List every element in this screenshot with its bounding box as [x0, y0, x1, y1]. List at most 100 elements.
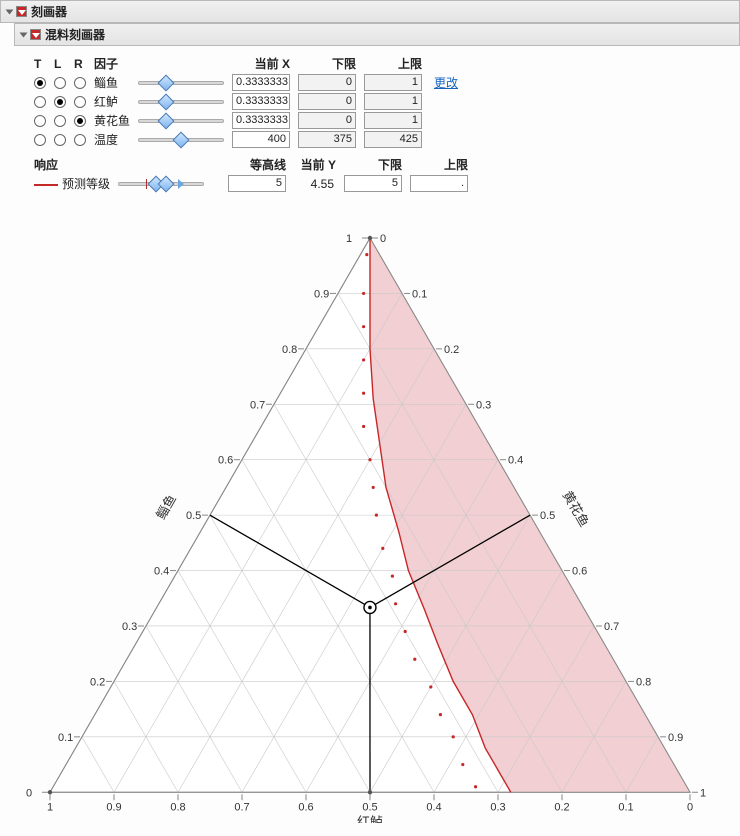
svg-text:0.9: 0.9 — [668, 732, 683, 744]
radio[interactable] — [54, 96, 66, 108]
factor-slider[interactable] — [138, 95, 224, 109]
radio[interactable] — [54, 77, 66, 89]
outer-panel-header: 刻画器 — [0, 0, 740, 23]
inner-panel-header: 混料刻画器 — [14, 23, 740, 46]
svg-text:0.3: 0.3 — [476, 399, 491, 411]
svg-text:0.6: 0.6 — [218, 455, 233, 467]
col-lo2: 下限 — [340, 155, 406, 174]
factor-curx[interactable]: 0.3333333 — [232, 74, 290, 91]
factor-label: 温度 — [90, 130, 134, 149]
radio[interactable] — [54, 115, 66, 127]
col-t: T — [30, 54, 50, 73]
svg-text:鲻鱼: 鲻鱼 — [153, 492, 179, 522]
col-response: 响应 — [30, 155, 114, 174]
response-table: 响应 等高线 当前 Y 下限 上限 预测等级 5 4.55 5 — [30, 155, 472, 193]
svg-text:0.3: 0.3 — [490, 801, 505, 813]
svg-text:0.5: 0.5 — [186, 510, 201, 522]
col-contour: 等高线 — [224, 155, 290, 174]
svg-text:0.4: 0.4 — [154, 566, 169, 578]
factor-hi: 425 — [364, 131, 422, 148]
response-color-swatch — [34, 184, 58, 186]
col-curx: 当前 X — [228, 54, 294, 73]
svg-text:0.7: 0.7 — [604, 621, 619, 633]
svg-text:0.1: 0.1 — [412, 288, 427, 300]
radio[interactable] — [74, 96, 86, 108]
svg-text:黄花鱼: 黄花鱼 — [560, 488, 592, 529]
radio[interactable] — [74, 115, 86, 127]
radio[interactable] — [34, 77, 46, 89]
svg-text:0.2: 0.2 — [90, 676, 105, 688]
factor-lo: 375 — [298, 131, 356, 148]
radio[interactable] — [54, 134, 66, 146]
svg-text:0.2: 0.2 — [444, 344, 459, 356]
factor-label: 黄花鱼 — [90, 111, 134, 130]
response-row: 预测等级 5 4.55 5 . — [30, 174, 472, 193]
svg-text:0.1: 0.1 — [618, 801, 633, 813]
factor-slider[interactable] — [138, 76, 224, 90]
col-cury: 当前 Y — [290, 155, 340, 174]
ternary-chart[interactable]: 00.10.20.30.40.50.60.70.80.9100.10.20.30… — [0, 197, 740, 836]
svg-text:0: 0 — [687, 801, 693, 813]
factor-curx[interactable]: 0.3333333 — [232, 112, 290, 129]
svg-text:0.9: 0.9 — [106, 801, 121, 813]
svg-text:0.5: 0.5 — [540, 510, 555, 522]
svg-text:0.9: 0.9 — [314, 288, 329, 300]
svg-text:0.8: 0.8 — [170, 801, 185, 813]
radio[interactable] — [74, 134, 86, 146]
svg-text:0.8: 0.8 — [282, 344, 297, 356]
svg-text:0.3: 0.3 — [122, 621, 137, 633]
controls-area: T L R 因子 当前 X 下限 上限 鲻鱼0.333333301更改红鲈0.3… — [0, 46, 740, 197]
factor-lo: 0 — [298, 93, 356, 110]
factor-label: 鲻鱼 — [90, 73, 134, 92]
svg-text:1: 1 — [47, 801, 53, 813]
svg-text:0.4: 0.4 — [426, 801, 441, 813]
svg-text:0.6: 0.6 — [298, 801, 313, 813]
factor-lo: 0 — [298, 74, 356, 91]
col-factor: 因子 — [90, 54, 134, 73]
svg-text:0: 0 — [380, 233, 386, 245]
response-name: 预测等级 — [62, 177, 110, 191]
change-link[interactable]: 更改 — [434, 76, 458, 90]
disclosure-icon[interactable] — [20, 32, 28, 37]
response-lo[interactable]: 5 — [344, 175, 402, 192]
factor-hi: 1 — [364, 74, 422, 91]
factor-row: 鲻鱼 0.3333333 01 更改 — [30, 73, 462, 92]
disclosure-icon[interactable] — [6, 9, 14, 14]
svg-text:0.8: 0.8 — [636, 676, 651, 688]
factor-table: T L R 因子 当前 X 下限 上限 鲻鱼0.333333301更改红鲈0.3… — [30, 54, 462, 149]
col-l: L — [50, 54, 70, 73]
factor-slider[interactable] — [138, 133, 224, 147]
svg-text:0.7: 0.7 — [234, 801, 249, 813]
svg-text:0.4: 0.4 — [508, 455, 523, 467]
factor-row: 红鲈 0.3333333 01 — [30, 92, 462, 111]
factor-hi: 1 — [364, 112, 422, 129]
menu-icon[interactable] — [30, 29, 41, 40]
contour-value[interactable]: 5 — [228, 175, 286, 192]
contour-slider[interactable] — [118, 177, 204, 191]
radio[interactable] — [34, 115, 46, 127]
factor-slider[interactable] — [138, 114, 224, 128]
factor-curx[interactable]: 400 — [232, 131, 290, 148]
svg-text:0.2: 0.2 — [554, 801, 569, 813]
factor-hi: 1 — [364, 93, 422, 110]
response-hi[interactable]: . — [410, 175, 468, 192]
svg-text:0.1: 0.1 — [58, 732, 73, 744]
menu-icon[interactable] — [16, 6, 27, 17]
inner-panel-title: 混料刻画器 — [45, 26, 105, 43]
col-hi: 上限 — [360, 54, 426, 73]
radio[interactable] — [34, 134, 46, 146]
col-hi2: 上限 — [406, 155, 472, 174]
radio[interactable] — [34, 96, 46, 108]
col-lo: 下限 — [294, 54, 360, 73]
factor-curx[interactable]: 0.3333333 — [232, 93, 290, 110]
svg-text:1: 1 — [346, 233, 352, 245]
svg-text:1: 1 — [700, 787, 706, 799]
svg-text:0: 0 — [26, 787, 32, 799]
radio[interactable] — [74, 77, 86, 89]
outer-panel-title: 刻画器 — [31, 3, 67, 20]
cury-value: 4.55 — [290, 174, 340, 193]
svg-text:0.6: 0.6 — [572, 566, 587, 578]
svg-text:0.7: 0.7 — [250, 399, 265, 411]
col-r: R — [70, 54, 90, 73]
factor-label: 红鲈 — [90, 92, 134, 111]
